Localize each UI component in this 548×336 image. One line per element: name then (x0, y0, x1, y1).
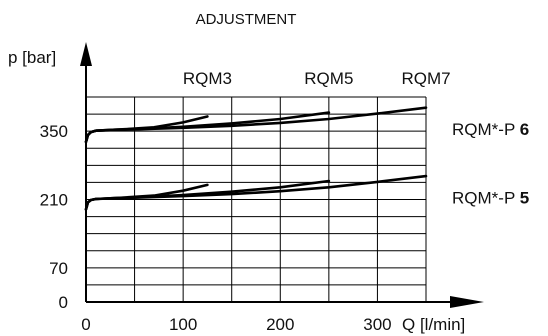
curve-label-size: 6 (520, 120, 529, 139)
curves (84, 106, 428, 211)
curve-label: RQM*-P 6 (452, 120, 529, 139)
y-tick-label: 0 (59, 293, 68, 312)
curve-label: RQM*-P 5 (452, 189, 529, 208)
series-line-6 (84, 174, 428, 211)
y-tick-labels: 0 70 210 350 (40, 122, 68, 312)
axes (80, 42, 484, 308)
model-label: RQM7 (401, 69, 450, 88)
curve-label-prefix: RQM*-P (452, 120, 520, 139)
model-label: RQM5 (304, 69, 353, 88)
model-labels: RQM3 RQM5 RQM7 (183, 69, 451, 88)
x-tick-label: 0 (81, 315, 90, 334)
y-tick-label: 350 (40, 122, 68, 141)
x-axis-arrow (450, 296, 484, 308)
chart-title: ADJUSTMENT (196, 11, 297, 28)
y-tick-label: 210 (40, 191, 68, 210)
labels: ADJUSTMENT p [bar] Q [l/min] (8, 11, 465, 334)
y-tick-label: 70 (49, 259, 68, 278)
x-tick-label: 100 (169, 315, 197, 334)
model-label: RQM3 (183, 69, 232, 88)
curve-label-size: 5 (520, 189, 529, 208)
series-line-3 (84, 106, 428, 144)
curve-label-prefix: RQM*-P (452, 189, 520, 208)
x-tick-label: 200 (266, 315, 294, 334)
y-axis-label: p [bar] (8, 48, 56, 67)
x-tick-label: 300 (363, 315, 391, 334)
x-axis-label: Q [l/min] (402, 315, 465, 334)
y-axis-arrow (80, 42, 92, 66)
x-tick-labels: 0 100 200 300 (81, 315, 391, 334)
